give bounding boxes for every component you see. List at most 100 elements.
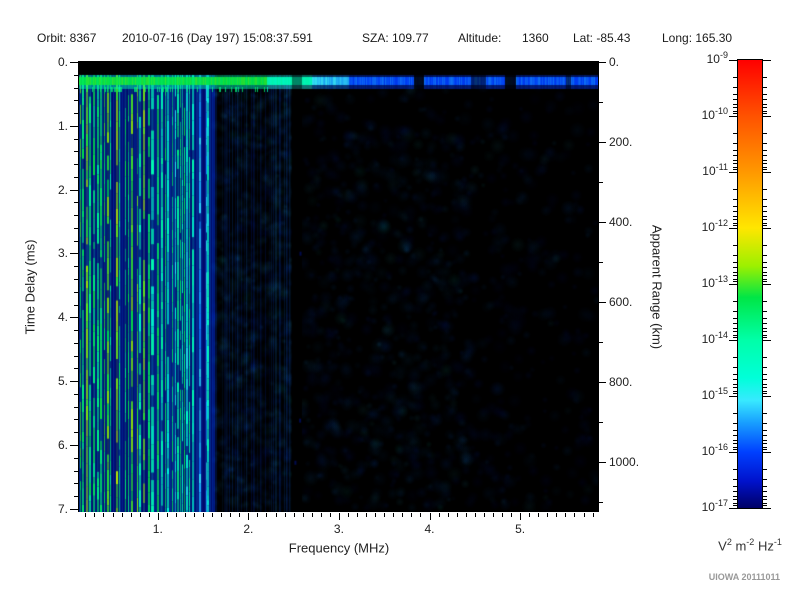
y-left-minor-tick bbox=[74, 241, 79, 242]
colorbar-right-minor-tick bbox=[763, 216, 767, 217]
y-right-minor-tick bbox=[599, 342, 603, 343]
y-left-tick bbox=[70, 253, 79, 254]
colorbar-left-tick bbox=[729, 60, 737, 61]
unit-v: V bbox=[718, 538, 727, 554]
colorbar-right-minor-tick bbox=[763, 143, 767, 144]
colorbar-left-minor-tick bbox=[733, 104, 737, 105]
colorbar-right-minor-tick bbox=[763, 87, 767, 88]
x-axis-minor-tick bbox=[466, 513, 467, 517]
unit-v-exp: 2 bbox=[726, 537, 732, 548]
colorbar-left-minor-tick bbox=[733, 160, 737, 161]
colorbar-right-minor-tick bbox=[763, 94, 767, 95]
colorbar-right-minor-tick bbox=[763, 113, 767, 114]
colorbar-right-minor-tick bbox=[763, 155, 767, 156]
colorbar-left-minor-tick bbox=[733, 503, 737, 504]
colorbar-right-minor-tick bbox=[763, 335, 767, 336]
y-right-tick-label: 1000. bbox=[609, 455, 640, 469]
x-axis-minor-tick bbox=[312, 513, 313, 517]
colorbar-left-minor-tick bbox=[733, 211, 737, 212]
y-right-tick-label: 400. bbox=[609, 215, 633, 229]
colorbar-right-minor-tick bbox=[763, 430, 767, 431]
x-axis-minor-tick bbox=[493, 513, 494, 517]
colorbar-left-minor-tick bbox=[733, 367, 737, 368]
colorbar-right-tick bbox=[763, 172, 771, 173]
colorbar-right-minor-tick bbox=[763, 328, 767, 329]
colorbar-left-minor-tick bbox=[733, 486, 737, 487]
y-right-tick bbox=[599, 462, 606, 463]
x-axis-minor-tick bbox=[384, 513, 385, 517]
colorbar-left-minor-tick bbox=[733, 479, 737, 480]
colorbar-left-minor-tick bbox=[733, 206, 737, 207]
x-axis-minor-tick bbox=[366, 513, 367, 517]
x-axis-minor-tick bbox=[85, 513, 86, 517]
colorbar-right-minor-tick bbox=[763, 107, 767, 108]
y-left-tick bbox=[70, 126, 79, 127]
colorbar-right-tick bbox=[763, 228, 771, 229]
colorbar-right-minor-tick bbox=[763, 449, 767, 450]
x-axis-minor-tick bbox=[538, 513, 539, 517]
x-axis-minor-tick bbox=[475, 513, 476, 517]
colorbar-label-exponent: -15 bbox=[714, 386, 728, 396]
y-left-tick bbox=[70, 445, 79, 446]
colorbar-right-minor-tick bbox=[763, 219, 767, 220]
header-longitude: Long: 165.30 bbox=[662, 31, 733, 45]
x-axis-minor-tick bbox=[266, 513, 267, 517]
header-altitude-value: 1360 bbox=[522, 31, 549, 45]
colorbar-right-minor-tick bbox=[763, 443, 767, 444]
colorbar-right-tick bbox=[763, 284, 771, 285]
colorbar-right-minor-tick bbox=[763, 206, 767, 207]
colorbar-right-tick bbox=[763, 116, 771, 117]
y-right-tick bbox=[599, 302, 606, 303]
colorbar-left-minor-tick bbox=[733, 281, 737, 282]
y-left-minor-tick bbox=[74, 202, 79, 203]
colorbar-left-minor-tick bbox=[733, 99, 737, 100]
colorbar-right-minor-tick bbox=[763, 323, 767, 324]
y-left-tick bbox=[70, 190, 79, 191]
x-axis-minor-tick bbox=[348, 513, 349, 517]
y-left-minor-tick bbox=[74, 177, 79, 178]
colorbar-left-minor-tick bbox=[733, 150, 737, 151]
x-axis-minor-tick bbox=[556, 513, 557, 517]
colorbar-left-tick bbox=[729, 508, 737, 509]
y-right-tick bbox=[599, 222, 606, 223]
colorbar-left-minor-tick bbox=[733, 443, 737, 444]
colorbar-right-minor-tick bbox=[763, 357, 767, 358]
colorbar bbox=[737, 59, 763, 509]
y-left-minor-tick bbox=[74, 343, 79, 344]
header-sza: SZA: 109.77 bbox=[362, 31, 429, 45]
x-axis-minor-tick bbox=[420, 513, 421, 517]
colorbar-tick-label: 10-12 bbox=[701, 218, 728, 235]
header-latitude: Lat: -85.43 bbox=[573, 31, 631, 45]
x-axis-minor-tick bbox=[122, 513, 123, 517]
y-left-tick-label: 7. bbox=[57, 501, 68, 516]
x-axis-minor-tick bbox=[176, 513, 177, 517]
colorbar-label-exponent: -11 bbox=[715, 162, 728, 172]
x-axis-minor-tick bbox=[321, 513, 322, 517]
colorbar-right-minor-tick bbox=[763, 318, 767, 319]
colorbar-right-tick bbox=[763, 60, 771, 61]
colorbar-left-minor-tick bbox=[733, 219, 737, 220]
colorbar-right-minor-tick bbox=[763, 223, 767, 224]
colorbar-left-minor-tick bbox=[733, 169, 737, 170]
colorbar-left-minor-tick bbox=[733, 491, 737, 492]
colorbar-right-minor-tick bbox=[763, 275, 767, 276]
colorbar-label-exponent: -17 bbox=[714, 498, 728, 508]
colorbar-left-minor-tick bbox=[733, 505, 737, 506]
colorbar-tick-label: 10-11 bbox=[702, 162, 728, 179]
colorbar-right-minor-tick bbox=[763, 337, 767, 338]
colorbar-right-minor-tick bbox=[763, 279, 767, 280]
y-right-minor-tick bbox=[599, 422, 603, 423]
colorbar-left-minor-tick bbox=[733, 440, 737, 441]
x-axis-minor-tick bbox=[393, 513, 394, 517]
x-tick-label: 4. bbox=[424, 522, 435, 536]
x-axis-minor-tick bbox=[357, 513, 358, 517]
colorbar-left-minor-tick bbox=[733, 387, 737, 388]
colorbar-right-minor-tick bbox=[763, 99, 767, 100]
y-left-minor-tick bbox=[74, 75, 79, 76]
colorbar-right-minor-tick bbox=[763, 479, 767, 480]
colorbar-left-minor-tick bbox=[733, 430, 737, 431]
y-left-tick-label: 0. bbox=[57, 55, 68, 69]
colorbar-left-minor-tick bbox=[733, 384, 737, 385]
colorbar-left-minor-tick bbox=[733, 435, 737, 436]
x-axis-minor-tick bbox=[402, 513, 403, 517]
